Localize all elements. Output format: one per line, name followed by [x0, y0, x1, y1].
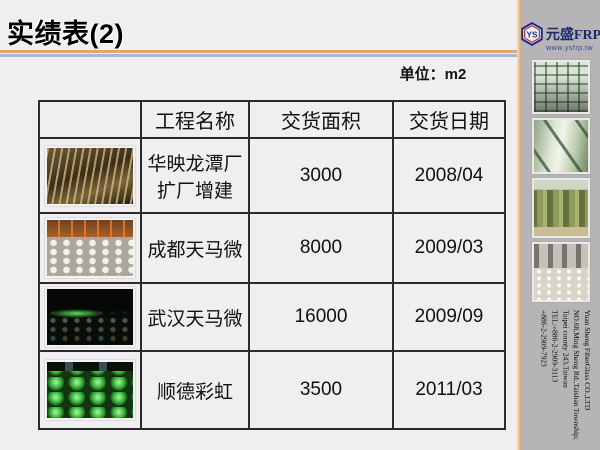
address-line: Taipei county 243,Taiwan [561, 310, 571, 388]
delivery-date: 2008/04 [392, 137, 506, 214]
column-header-delivery-area: 交货面积 [248, 100, 394, 139]
ceiling-grid-structure-photo [531, 60, 590, 114]
project-name: 武汉天马微 [140, 282, 250, 352]
delivery-area: 3000 [248, 137, 394, 214]
ys-hexagon-logo-icon: YS [521, 22, 543, 46]
sidebar-accent-strip [517, 0, 521, 450]
ys-monogram: YS [526, 30, 538, 39]
project-name: 成都天马微 [140, 212, 250, 284]
photo-column-header [38, 100, 142, 139]
green-storage-tanks-photo [531, 178, 590, 238]
project-name: 顺德彩虹 [140, 350, 250, 430]
company-logo: YS 元盛FRP www.ysfrp.tw [521, 22, 600, 52]
table-header-row: 工程名称 交货面积 交货日期 [38, 100, 506, 139]
table-row: 顺德彩虹 3500 2011/03 [38, 350, 506, 430]
delivery-area: 16000 [248, 282, 394, 352]
project-photo [45, 218, 135, 278]
delivery-area: 3500 [248, 350, 394, 430]
brand-name: 元盛FRP [545, 28, 600, 43]
address-line: NO.68,Ming Sheng Rd.,Taishan Township; [572, 310, 582, 440]
address-line: +886-2-2909-7923 [539, 310, 549, 367]
delivery-date: 2009/09 [392, 282, 506, 352]
delivery-date: 2009/03 [392, 212, 506, 284]
title-divider-tan [0, 50, 518, 53]
unit-label: 单位：m2 [399, 66, 467, 83]
page-title: 实绩表(2) [7, 19, 124, 49]
address-line: TEL:+886-2-2909-3113 [550, 310, 560, 383]
factory-floor-interior-photo [531, 242, 590, 302]
delivery-area: 8000 [248, 212, 394, 284]
table-row: 成都天马微 8000 2009/03 [38, 212, 506, 284]
table-row: 华映龙潭厂扩厂增建 3000 2008/04 [38, 137, 506, 214]
sidebar: YS 元盛FRP www.ysfrp.tw [521, 0, 600, 450]
address-line: Yuan Sheng FiberGlass CO.,LTD [583, 310, 592, 411]
website-url: www.ysfrp.tw [546, 45, 593, 52]
frp-tank-with-pipes-photo [531, 118, 590, 174]
projects-table: 工程名称 交货面积 交货日期 华映龙潭厂扩厂增建 3000 2008/04 成都… [38, 100, 506, 430]
project-photo [45, 360, 135, 420]
delivery-date: 2011/03 [392, 350, 506, 430]
title-divider-blue [0, 54, 518, 57]
table-row: 武汉天马微 16000 2009/09 [38, 282, 506, 352]
company-address: Yuan Sheng FiberGlass CO.,LTD NO.68,Ming… [530, 310, 593, 448]
project-photo [45, 287, 135, 347]
project-name: 华映龙潭厂扩厂增建 [140, 137, 250, 214]
column-header-delivery-date: 交货日期 [392, 100, 506, 139]
sidebar-thumbnails [521, 60, 600, 302]
column-header-project-name: 工程名称 [140, 100, 250, 139]
project-photo [45, 145, 135, 206]
